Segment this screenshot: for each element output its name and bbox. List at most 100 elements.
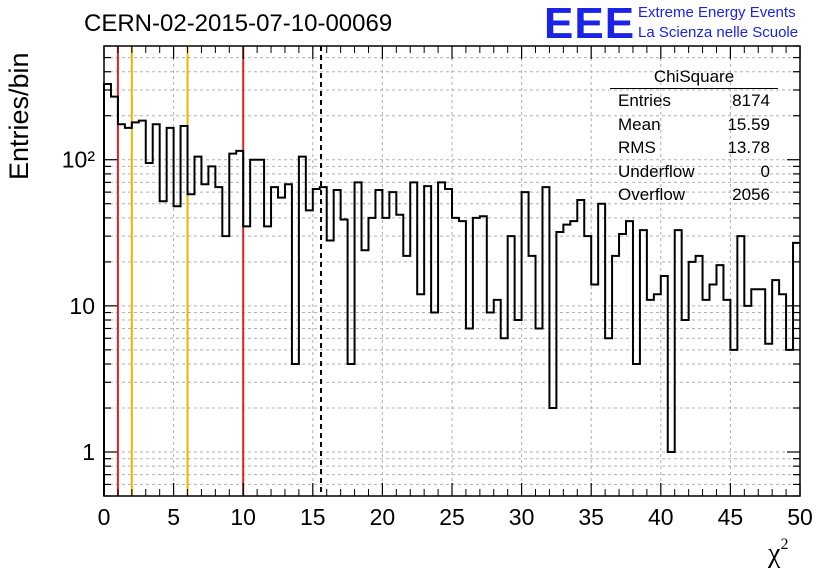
histogram-bin bbox=[716, 265, 723, 496]
histogram-bin bbox=[542, 187, 549, 496]
histogram-bin bbox=[111, 97, 118, 496]
histogram-bin bbox=[160, 201, 167, 496]
x-tick-label: 30 bbox=[509, 504, 535, 530]
histogram-bin bbox=[563, 225, 570, 496]
histogram-bin bbox=[647, 300, 654, 496]
eee-logo: EEE bbox=[544, 0, 636, 48]
x-tick-label: 20 bbox=[370, 504, 396, 530]
histogram-bin bbox=[605, 338, 612, 496]
axis-ticks bbox=[103, 45, 801, 497]
histogram-bin bbox=[730, 350, 737, 496]
histogram-bin bbox=[250, 160, 257, 496]
histogram-bin bbox=[334, 190, 341, 496]
y-tick-label: 10 bbox=[69, 293, 95, 319]
histogram-bin bbox=[494, 300, 501, 496]
histogram-bin bbox=[452, 218, 459, 496]
histogram-bin bbox=[751, 289, 758, 496]
histogram-bin bbox=[522, 192, 529, 496]
histogram-bin bbox=[174, 206, 181, 496]
histogram-bin bbox=[362, 250, 369, 496]
histogram-bin bbox=[793, 243, 800, 496]
histogram-bin bbox=[508, 236, 515, 496]
histogram-bin bbox=[292, 364, 299, 496]
histogram-bin bbox=[208, 166, 215, 496]
y-tick-label: 10² bbox=[62, 147, 96, 173]
histogram-series bbox=[103, 82, 800, 496]
histogram-bin bbox=[306, 210, 313, 496]
histogram-bin bbox=[668, 452, 675, 496]
histogram-bin bbox=[598, 204, 605, 496]
histogram-bin bbox=[591, 285, 598, 496]
histogram-bin bbox=[396, 215, 403, 496]
histogram-bin bbox=[125, 128, 132, 496]
histogram-bin bbox=[473, 218, 480, 496]
x-tick-label: 15 bbox=[300, 504, 326, 530]
histogram-bin bbox=[445, 189, 452, 496]
histogram-bin bbox=[424, 186, 431, 496]
histogram-bin bbox=[703, 300, 710, 496]
histogram-bin bbox=[744, 306, 751, 496]
stats-value: 2056 bbox=[732, 185, 770, 204]
stats-label: Entries bbox=[618, 91, 671, 110]
histogram-bin bbox=[299, 157, 306, 496]
histogram-bin bbox=[417, 294, 424, 496]
histogram-bin bbox=[375, 190, 382, 496]
y-axis-label: Entries/bin bbox=[4, 52, 34, 180]
x-tick-label: 5 bbox=[167, 504, 180, 530]
histogram-bin bbox=[612, 256, 619, 496]
histogram-bin bbox=[201, 184, 208, 496]
histogram-bin bbox=[278, 198, 285, 496]
histogram-bin bbox=[167, 128, 174, 496]
histogram-bin bbox=[779, 294, 786, 496]
histogram-bin bbox=[271, 187, 278, 496]
histogram-bin bbox=[431, 313, 438, 496]
histogram-bin bbox=[765, 344, 772, 496]
histogram-bin bbox=[243, 226, 250, 496]
histogram-bin bbox=[661, 276, 668, 496]
histogram-bin bbox=[654, 294, 661, 496]
histogram-bin bbox=[410, 182, 417, 496]
histogram-bin bbox=[264, 226, 271, 496]
histogram-bin bbox=[549, 408, 556, 496]
x-tick-label: 40 bbox=[648, 504, 674, 530]
stats-title: ChiSquare bbox=[610, 66, 778, 89]
histogram-bin bbox=[118, 124, 125, 496]
histogram-bin bbox=[772, 280, 779, 496]
stats-box: ChiSquare Entries 8174 Mean 15.59 RMS 13.78… bbox=[610, 66, 778, 207]
histogram-bin bbox=[626, 221, 633, 496]
histogram-bin bbox=[139, 121, 146, 496]
histogram-bin bbox=[619, 234, 626, 496]
histogram-bin bbox=[236, 151, 243, 496]
histogram-bin bbox=[403, 256, 410, 496]
histogram-bin bbox=[348, 364, 355, 496]
x-tick-label: 10 bbox=[230, 504, 256, 530]
stats-row: Underflow 0 bbox=[610, 160, 778, 184]
histogram-bin bbox=[355, 182, 362, 496]
logo-line-1: Extreme Energy Events bbox=[638, 4, 796, 21]
histogram-bin bbox=[222, 236, 229, 496]
histogram-bin bbox=[285, 184, 292, 496]
histogram-bin bbox=[229, 154, 236, 496]
stats-value: 8174 bbox=[732, 91, 770, 110]
histogram-bin bbox=[257, 160, 264, 496]
histogram-bin bbox=[480, 216, 487, 496]
stats-row: Entries 8174 bbox=[610, 89, 778, 113]
x-tick-label: 35 bbox=[578, 504, 604, 530]
x-tick-label: 0 bbox=[98, 504, 111, 530]
histogram-bin bbox=[368, 218, 375, 496]
stats-row: Mean 15.59 bbox=[610, 113, 778, 137]
histogram-bin bbox=[466, 329, 473, 496]
x-tick-label: 50 bbox=[787, 504, 813, 530]
histogram-bin bbox=[215, 187, 222, 496]
histogram-bin bbox=[132, 122, 139, 496]
stats-value: 13.78 bbox=[727, 138, 770, 157]
stats-label: Underflow bbox=[618, 161, 695, 181]
histogram-bin bbox=[181, 126, 188, 496]
histogram-bin bbox=[786, 350, 793, 496]
x-tick-label: 45 bbox=[718, 504, 744, 530]
histogram-bin bbox=[459, 221, 466, 496]
histogram-bin bbox=[584, 236, 591, 496]
histogram-bin bbox=[320, 187, 327, 496]
histogram-bin bbox=[675, 230, 682, 496]
y-tick-label: 1 bbox=[82, 439, 95, 465]
